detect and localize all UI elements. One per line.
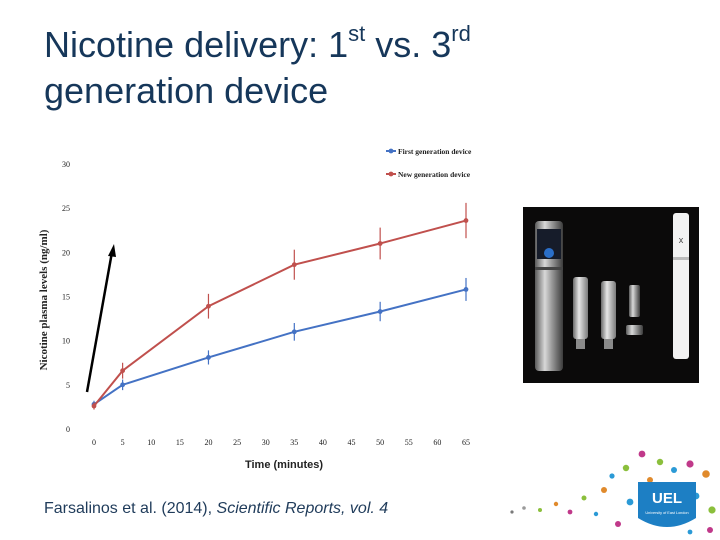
y-axis-ticks: 0 5 10 15 20 25 30	[62, 160, 70, 434]
series-line-1	[93, 288, 467, 406]
data-point	[206, 355, 211, 360]
chart-legend: First generation device New generation de…	[386, 147, 472, 179]
x-tick-label: 60	[433, 438, 441, 447]
legend-entry: New generation device	[398, 170, 471, 179]
title-part-1: Nicotine delivery: 1	[44, 24, 349, 65]
title-part-2: vs. 3	[365, 24, 452, 65]
data-point	[463, 218, 469, 223]
x-tick-label: 20	[204, 438, 212, 447]
svg-text:x: x	[679, 235, 684, 245]
device-photo-illustration: x	[523, 207, 699, 383]
y-tick-label: 30	[62, 160, 70, 169]
x-tick-label: 35	[290, 438, 298, 447]
x-tick-label: 40	[319, 438, 327, 447]
y-axis-label: Nicotine plasma levels (ng/ml)	[38, 229, 50, 370]
title-line-1: Nicotine delivery: 1st vs. 3rd	[44, 22, 684, 68]
x-tick-label: 55	[405, 438, 413, 447]
citation-journal: Scientific Reports, vol. 4	[216, 500, 389, 517]
legend-entry: First generation device	[398, 147, 472, 156]
y-tick-label: 15	[62, 293, 70, 302]
uel-logo-shield	[638, 482, 696, 527]
legend-swatch-marker	[388, 148, 394, 154]
x-tick-label: 15	[176, 438, 184, 447]
citation-authors: Farsalinos et al. (2014),	[44, 500, 217, 517]
y-tick-label: 20	[62, 248, 70, 257]
data-point	[291, 262, 297, 268]
series-layer	[91, 202, 469, 410]
x-axis-ticks: 0 5 10 15 20 25 30 35 40 45 50 55 60 65	[92, 438, 470, 447]
uel-logo-decoration: UEL University of East London	[510, 450, 716, 535]
x-tick-label: 5	[121, 438, 125, 447]
legend-swatch-marker	[388, 171, 394, 177]
y-tick-label: 5	[66, 381, 70, 390]
data-point	[291, 329, 297, 335]
data-point	[377, 241, 383, 246]
title-superscript-st: st	[348, 21, 366, 46]
x-tick-label: 0	[92, 438, 96, 447]
slide-title: Nicotine delivery: 1st vs. 3rd generatio…	[44, 22, 684, 114]
x-tick-label: 65	[462, 438, 470, 447]
annotation-arrow	[85, 251, 114, 393]
data-point	[206, 303, 211, 309]
title-superscript-rd: rd	[451, 21, 471, 46]
uel-logo-text: UEL	[652, 490, 682, 507]
x-tick-label: 30	[262, 438, 270, 447]
data-point	[463, 287, 469, 292]
data-point	[120, 382, 126, 388]
device-photo: x	[523, 207, 699, 383]
y-tick-label: 25	[62, 204, 70, 213]
series-line-2	[93, 219, 467, 407]
data-point	[120, 368, 126, 374]
data-point	[377, 309, 383, 314]
y-tick-label: 0	[66, 425, 70, 434]
x-tick-label: 50	[376, 438, 384, 447]
uel-logo-subtext: University of East London	[645, 511, 688, 515]
title-line-2: generation device	[44, 70, 329, 111]
x-tick-label: 10	[147, 438, 155, 447]
data-point	[91, 403, 97, 409]
x-tick-label: 25	[233, 438, 241, 447]
x-tick-label: 45	[348, 438, 356, 447]
y-tick-label: 10	[62, 337, 70, 346]
annotation-arrow-head	[108, 244, 116, 257]
citation: Farsalinos et al. (2014), Scientific Rep…	[44, 500, 388, 518]
x-axis-label: Time (minutes)	[245, 459, 323, 471]
